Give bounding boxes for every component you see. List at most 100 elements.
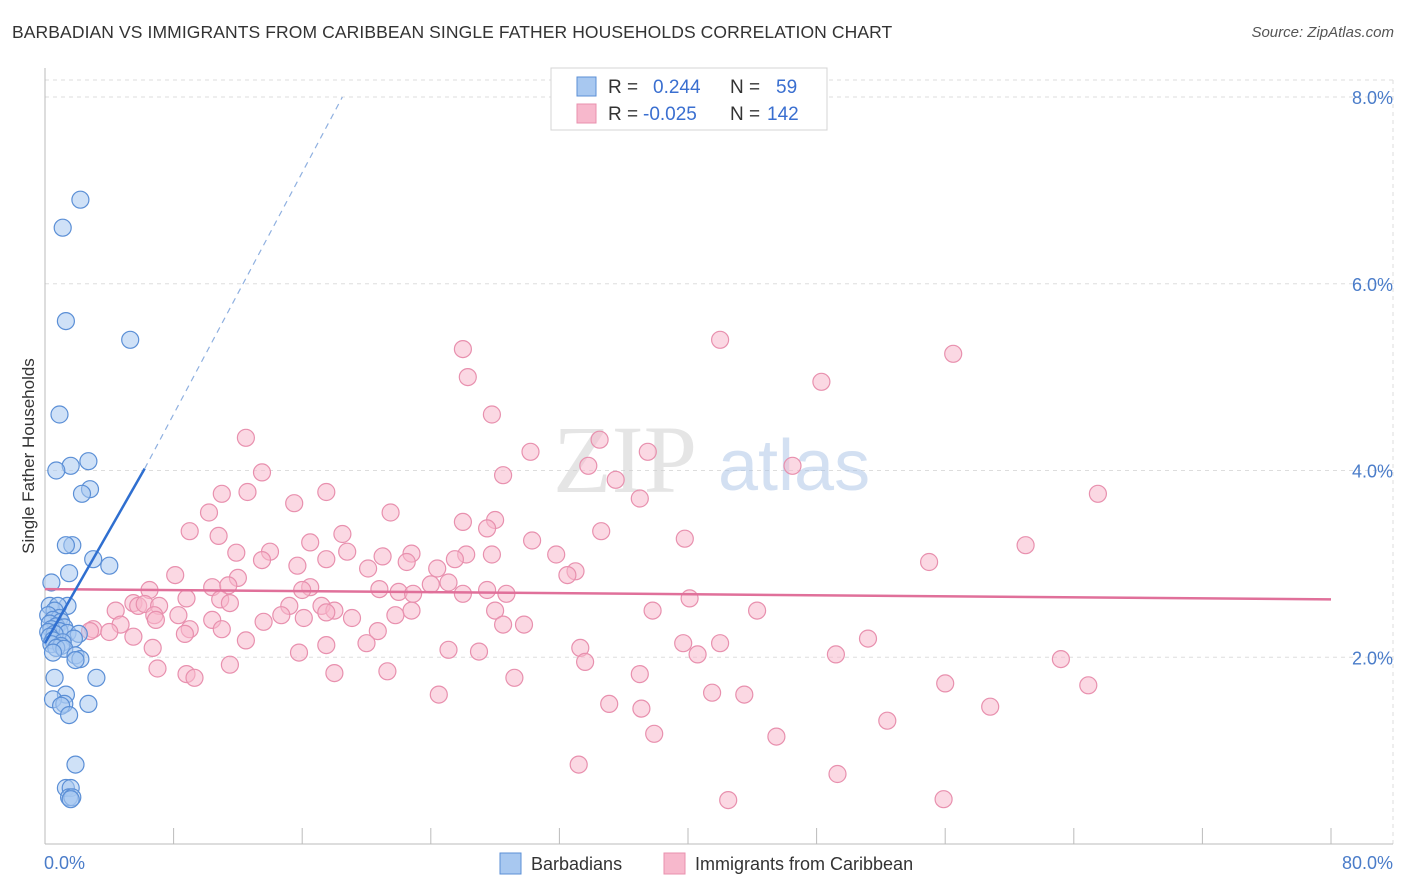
data-point-caribbean — [812, 372, 831, 391]
data-point-caribbean — [590, 430, 609, 449]
y-tick-labels: 2.0% 4.0% 6.0% 8.0% — [1352, 88, 1393, 668]
data-point-caribbean — [238, 482, 257, 502]
data-point-caribbean — [288, 556, 307, 575]
bottom-legend-swatch-caribbean — [663, 852, 686, 875]
data-point-caribbean — [185, 668, 204, 687]
top-legend: R = 0.244 N = 59 R = -0.025 N = 142 — [550, 67, 828, 131]
data-point-caribbean — [220, 655, 239, 674]
data-point-caribbean — [148, 659, 167, 678]
data-point-caribbean — [688, 645, 707, 664]
data-point-caribbean — [934, 790, 953, 809]
data-point-caribbean — [735, 685, 754, 704]
data-point-caribbean — [100, 622, 119, 642]
data-point-barbadian — [56, 536, 76, 555]
data-point-caribbean — [338, 542, 357, 561]
data-point-caribbean — [710, 634, 730, 653]
data-point-caribbean — [494, 615, 513, 634]
data-point-caribbean — [180, 522, 199, 541]
data-point-caribbean — [767, 727, 786, 746]
x-tick-label-max: 80.0% — [1342, 853, 1393, 873]
trend-lines — [43, 96, 1332, 644]
data-point-caribbean — [252, 550, 272, 570]
data-point-caribbean — [936, 674, 955, 693]
data-point-caribbean — [236, 428, 255, 447]
data-point-caribbean — [919, 552, 939, 572]
legend-n-label-a: N = — [730, 77, 760, 98]
data-point-caribbean — [285, 494, 304, 513]
data-point-caribbean — [494, 466, 513, 485]
data-point-caribbean — [124, 627, 143, 646]
data-point-caribbean — [638, 442, 657, 461]
data-point-caribbean — [826, 645, 846, 664]
data-point-caribbean — [514, 615, 534, 634]
data-point-caribbean — [783, 456, 802, 475]
data-point-caribbean — [558, 565, 577, 585]
data-point-caribbean — [458, 368, 477, 387]
data-point-caribbean — [373, 547, 392, 566]
chart-title: BARBADIAN VS IMMIGRANTS FROM CARIBBEAN S… — [12, 22, 893, 42]
data-point-caribbean — [317, 603, 336, 622]
data-point-caribbean — [710, 330, 730, 349]
data-point-barbadian — [100, 556, 119, 575]
y-tick-label: 8.0% — [1352, 88, 1393, 108]
data-point-caribbean — [630, 489, 649, 508]
data-point-barbadian — [66, 650, 85, 670]
source-credit: Source: ZipAtlas.com — [1251, 24, 1394, 41]
data-point-caribbean — [209, 526, 228, 546]
data-point-caribbean — [521, 442, 540, 461]
data-point-barbadian — [72, 484, 92, 503]
data-point-caribbean — [575, 652, 595, 672]
data-point-caribbean — [453, 340, 472, 359]
data-point-caribbean — [645, 724, 664, 743]
data-point-caribbean — [600, 694, 619, 714]
data-point-caribbean — [632, 699, 651, 718]
data-point-caribbean — [397, 552, 416, 572]
data-point-caribbean — [579, 456, 598, 475]
y-tick-label: 2.0% — [1352, 648, 1393, 668]
data-point-caribbean — [439, 573, 458, 592]
data-point-caribbean — [547, 545, 566, 564]
data-point-caribbean — [482, 405, 501, 424]
data-point-caribbean — [254, 612, 273, 631]
series-barbadians — [39, 190, 140, 809]
data-point-barbadian — [53, 218, 72, 237]
data-point-caribbean — [289, 643, 309, 662]
legend-n-label-b: N = — [730, 104, 760, 125]
data-point-caribbean — [378, 662, 397, 681]
data-point-caribbean — [981, 697, 1000, 716]
data-point-barbadian — [59, 564, 79, 583]
x-tick-label-min: 0.0% — [44, 853, 85, 873]
top-legend-box — [550, 67, 828, 131]
data-point-caribbean — [453, 512, 472, 532]
data-point-caribbean — [439, 640, 458, 659]
legend-r-label-a: R = — [608, 77, 638, 98]
data-point-caribbean — [146, 610, 165, 630]
data-point-caribbean — [317, 482, 336, 502]
data-point-caribbean — [592, 522, 611, 541]
data-point-caribbean — [630, 664, 649, 684]
bottom-legend-label-barbadians: Barbadians — [531, 854, 622, 874]
data-point-caribbean — [169, 606, 188, 625]
data-point-caribbean — [674, 634, 693, 653]
data-point-caribbean — [177, 589, 196, 608]
data-point-caribbean — [166, 565, 185, 585]
data-point-caribbean — [486, 601, 505, 620]
data-point-caribbean — [675, 529, 694, 548]
data-point-caribbean — [227, 543, 246, 562]
legend-swatch-caribbean — [576, 103, 597, 124]
data-point-caribbean — [370, 579, 389, 599]
data-point-caribbean — [429, 685, 448, 704]
data-point-caribbean — [858, 629, 878, 648]
trend-line-barbadian — [43, 468, 146, 644]
watermark-zip: ZIP — [553, 406, 697, 513]
data-point-barbadian — [121, 330, 140, 349]
bottom-legend-label-caribbean: Immigrants from Caribbean — [695, 854, 913, 874]
data-point-caribbean — [272, 606, 291, 625]
data-point-barbadian — [61, 790, 80, 809]
data-point-caribbean — [747, 601, 767, 620]
data-point-caribbean — [317, 635, 336, 655]
legend-r-value-a: 0.244 — [653, 77, 701, 98]
watermark: ZIP atlas — [553, 406, 870, 513]
data-point-caribbean — [252, 463, 272, 482]
data-point-caribbean — [702, 683, 722, 702]
